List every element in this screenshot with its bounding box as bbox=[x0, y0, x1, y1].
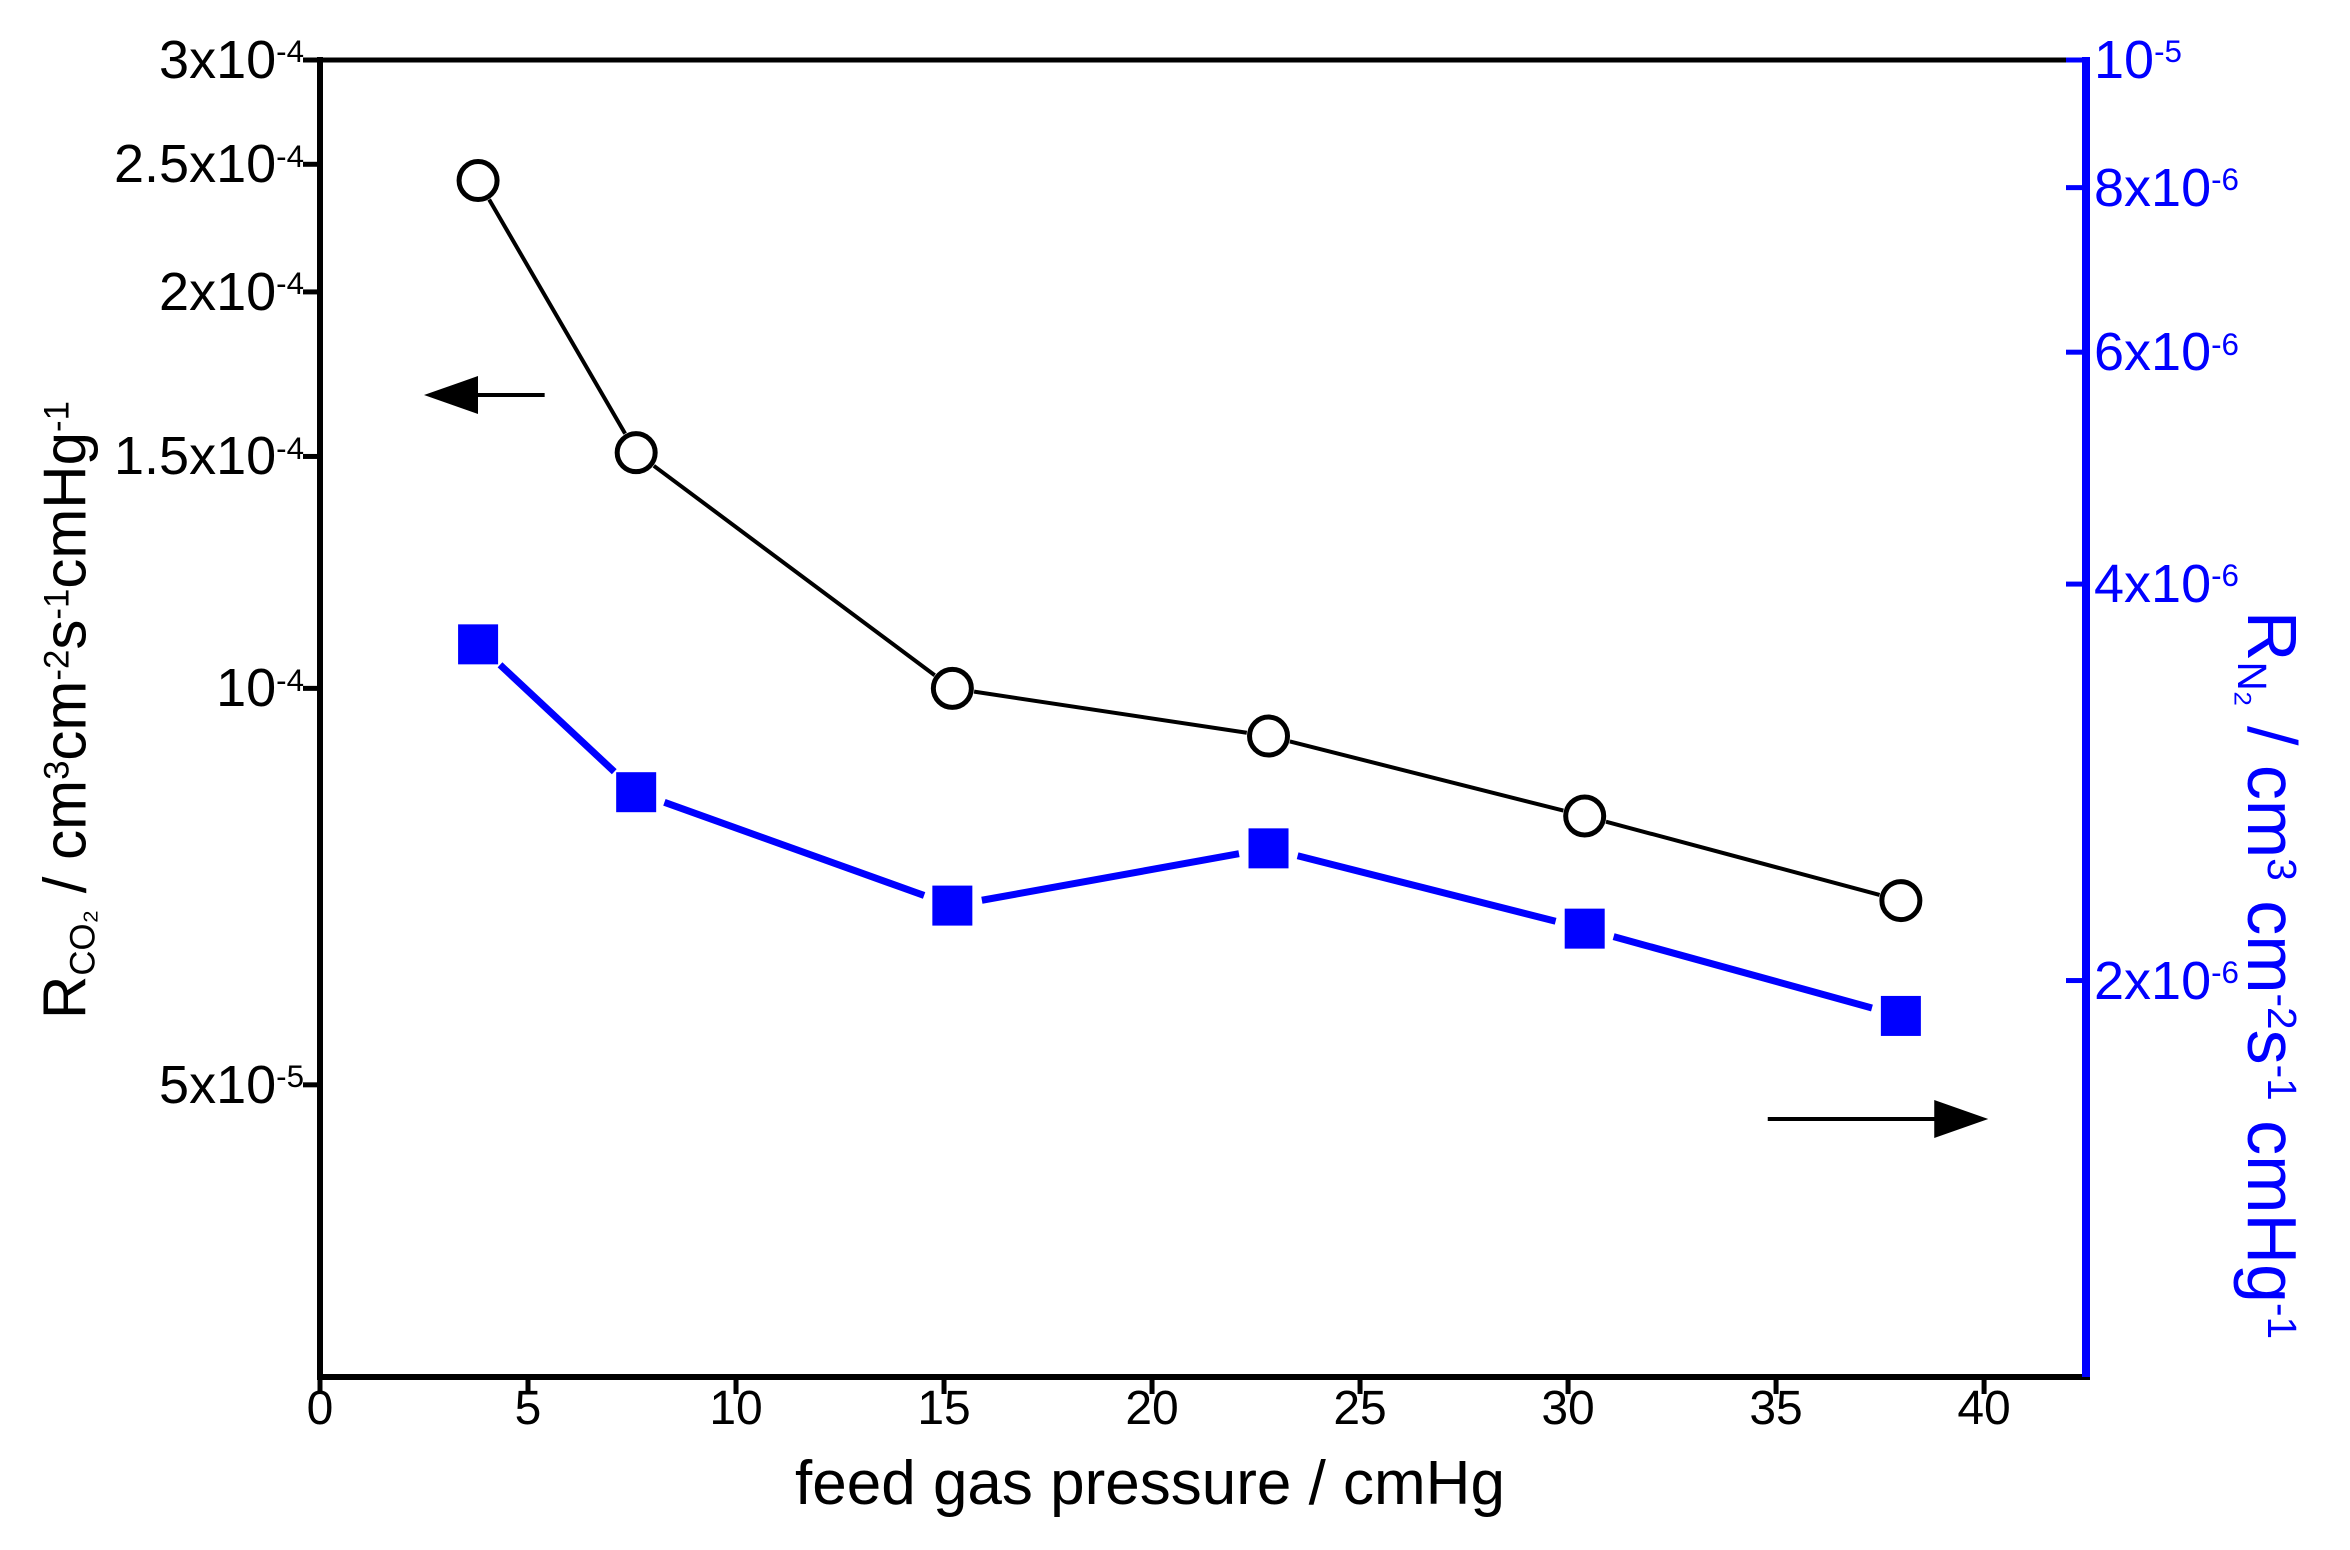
series-R_N2-segment bbox=[1296, 852, 1557, 925]
left-axis-title: RCO₂ / cm3cm-2s-1cmHg-1 bbox=[31, 401, 103, 1019]
marker-filled-square-R_N2 bbox=[1564, 908, 1605, 949]
marker-open-circle-R_CO2 bbox=[1563, 794, 1607, 838]
series-R_N2-segment bbox=[1612, 933, 1873, 1012]
marker-filled-square-R_N2 bbox=[932, 885, 973, 926]
x-axis-tick-label: 25 bbox=[1333, 1382, 1387, 1435]
series-R_CO2-segment bbox=[973, 689, 1248, 735]
series-R_N2-segment bbox=[981, 850, 1240, 904]
x-axis-tick-label: 0 bbox=[306, 1382, 334, 1435]
marker-open-circle-R_CO2 bbox=[930, 666, 974, 710]
x-axis-title: feed gas pressure / cmHg bbox=[795, 1449, 1505, 1518]
marker-open-circle-R_CO2 bbox=[1247, 714, 1291, 758]
series-R_CO2-segment bbox=[1289, 739, 1564, 813]
x-axis-tick-label: 15 bbox=[917, 1382, 971, 1435]
right-axis-tick-label: 4x10-6 bbox=[2094, 554, 2239, 615]
left-axis-tick-label: 10-4 bbox=[216, 658, 304, 719]
right-axis-tick-label: 6x10-6 bbox=[2094, 322, 2239, 383]
series-R_CO2-segment bbox=[1605, 819, 1881, 897]
right-axis-tick-label: 8x10-6 bbox=[2094, 157, 2239, 218]
series-R_CO2-segment bbox=[487, 198, 627, 435]
series-R_CO2-segment bbox=[652, 464, 936, 677]
marker-open-circle-R_CO2 bbox=[1879, 879, 1923, 923]
marker-filled-square-R_N2 bbox=[1248, 828, 1289, 869]
right-axis-title: RN₂ / cm3 cm-2s-1 cmHg-1 bbox=[2228, 610, 2311, 1340]
arrow-head-right-axis bbox=[1934, 1100, 1989, 1139]
marker-filled-square-R_N2 bbox=[458, 624, 499, 665]
x-axis-tick-label: 40 bbox=[1957, 1382, 2011, 1435]
x-axis-tick-label: 30 bbox=[1541, 1382, 1595, 1435]
series-R_N2-segment bbox=[497, 662, 617, 775]
left-axis-tick-label: 2x10-4 bbox=[159, 261, 304, 322]
x-axis-tick-label: 10 bbox=[709, 1382, 763, 1435]
series-R_N2-segment bbox=[663, 799, 926, 899]
x-axis-tick-label: 20 bbox=[1125, 1382, 1179, 1435]
x-axis-tick-label: 5 bbox=[514, 1382, 542, 1435]
left-axis-tick-label: 1.5x10-4 bbox=[114, 426, 304, 487]
marker-filled-square-R_N2 bbox=[1880, 995, 1921, 1036]
marker-open-circle-R_CO2 bbox=[456, 159, 500, 203]
right-axis-tick-label: 2x10-6 bbox=[2094, 950, 2239, 1011]
x-axis-tick-label: 35 bbox=[1749, 1382, 1803, 1435]
right-axis-tick-label: 10-5 bbox=[2094, 30, 2182, 90]
marker-open-circle-R_CO2 bbox=[614, 431, 658, 475]
arrow-head-left-axis bbox=[424, 376, 479, 415]
left-axis-tick-label: 5x10-5 bbox=[159, 1054, 304, 1115]
left-axis-tick-label: 3x10-4 bbox=[159, 30, 304, 90]
left-axis-tick-label: 2.5x10-4 bbox=[114, 134, 304, 195]
marker-filled-square-R_N2 bbox=[616, 772, 657, 813]
